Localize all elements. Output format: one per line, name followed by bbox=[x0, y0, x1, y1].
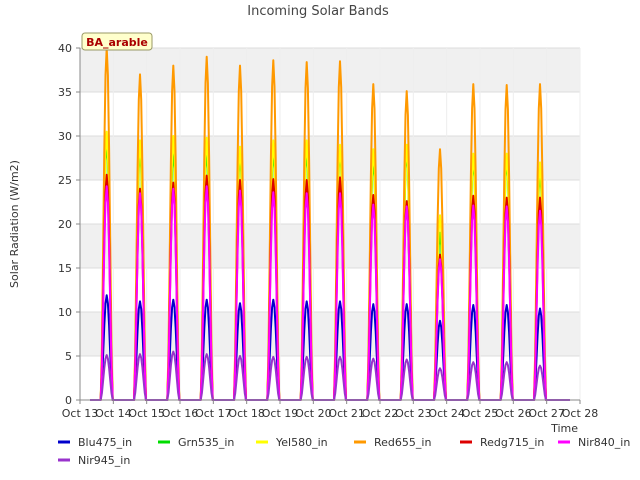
x-tick-label: Oct 16 bbox=[162, 407, 199, 420]
legend-label-Blu475_in: Blu475_in bbox=[78, 436, 132, 449]
y-tick-label: 35 bbox=[58, 86, 72, 99]
y-tick-label: 15 bbox=[58, 262, 72, 275]
x-tick-label: Oct 28 bbox=[562, 407, 599, 420]
legend-label-Yel580_in: Yel580_in bbox=[275, 436, 328, 449]
legend-label-Nir840_in: Nir840_in bbox=[578, 436, 630, 449]
y-tick-label: 5 bbox=[65, 350, 72, 363]
x-tick-label: Oct 25 bbox=[462, 407, 499, 420]
y-axis-label: Solar Radiation (W/m2) bbox=[8, 160, 21, 288]
x-tick-label: Oct 21 bbox=[328, 407, 365, 420]
y-tick-label: 10 bbox=[58, 306, 72, 319]
site-label: BA_arable bbox=[86, 36, 148, 49]
y-tick-label: 25 bbox=[58, 174, 72, 187]
plot-band bbox=[80, 268, 580, 312]
x-axis-label: Time bbox=[550, 422, 578, 435]
legend: Blu475_in Grn535_in Yel580_in Red655_in Redg… bbox=[58, 436, 630, 467]
legend-label-Nir945_in: Nir945_in bbox=[78, 454, 130, 467]
x-tick-label: Oct 24 bbox=[428, 407, 465, 420]
y-tick-label: 40 bbox=[58, 42, 72, 55]
x-tick-label: Oct 23 bbox=[395, 407, 432, 420]
plot-background bbox=[80, 48, 580, 400]
plot-band bbox=[80, 180, 580, 224]
plot-band bbox=[80, 356, 580, 400]
chart-title: Incoming Solar Bands bbox=[247, 4, 389, 19]
x-tick-label: Oct 14 bbox=[95, 407, 132, 420]
x-tick-label: Oct 13 bbox=[62, 407, 99, 420]
x-tick-label: Oct 26 bbox=[495, 407, 532, 420]
legend-label-Grn535_in: Grn535_in bbox=[178, 436, 234, 449]
legend-label-Red655_in: Red655_in bbox=[374, 436, 431, 449]
x-tick-label: Oct 17 bbox=[195, 407, 232, 420]
x-tick-label: Oct 15 bbox=[128, 407, 165, 420]
plot-band bbox=[80, 92, 580, 136]
y-tick-label: 0 bbox=[65, 394, 72, 407]
site-label-box: BA_arable bbox=[81, 32, 153, 51]
y-tick-label: 20 bbox=[58, 218, 72, 231]
x-tick-label: Oct 19 bbox=[262, 407, 299, 420]
plot-band bbox=[80, 136, 580, 180]
plot-band bbox=[80, 312, 580, 356]
x-tick-label: Oct 20 bbox=[295, 407, 332, 420]
x-tick-label: Oct 18 bbox=[228, 407, 265, 420]
plot-band bbox=[80, 48, 580, 92]
plot-band bbox=[80, 224, 580, 268]
legend-label-Redg715_in: Redg715_in bbox=[480, 436, 544, 449]
x-tick-label: Oct 27 bbox=[528, 407, 565, 420]
y-tick-label: 30 bbox=[58, 130, 72, 143]
grid-lines bbox=[79, 47, 581, 401]
x-tick-label: Oct 22 bbox=[362, 407, 399, 420]
